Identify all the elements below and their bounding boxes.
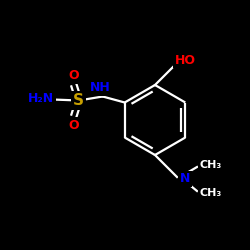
Text: NH: NH	[90, 81, 111, 94]
Text: O: O	[68, 119, 79, 132]
Text: CH₃: CH₃	[200, 188, 222, 198]
Text: S: S	[73, 93, 84, 108]
Text: H₂N: H₂N	[28, 92, 54, 105]
Text: O: O	[68, 69, 79, 82]
Text: CH₃: CH₃	[200, 160, 222, 170]
Text: HO: HO	[174, 54, 196, 66]
Text: N: N	[180, 172, 190, 186]
